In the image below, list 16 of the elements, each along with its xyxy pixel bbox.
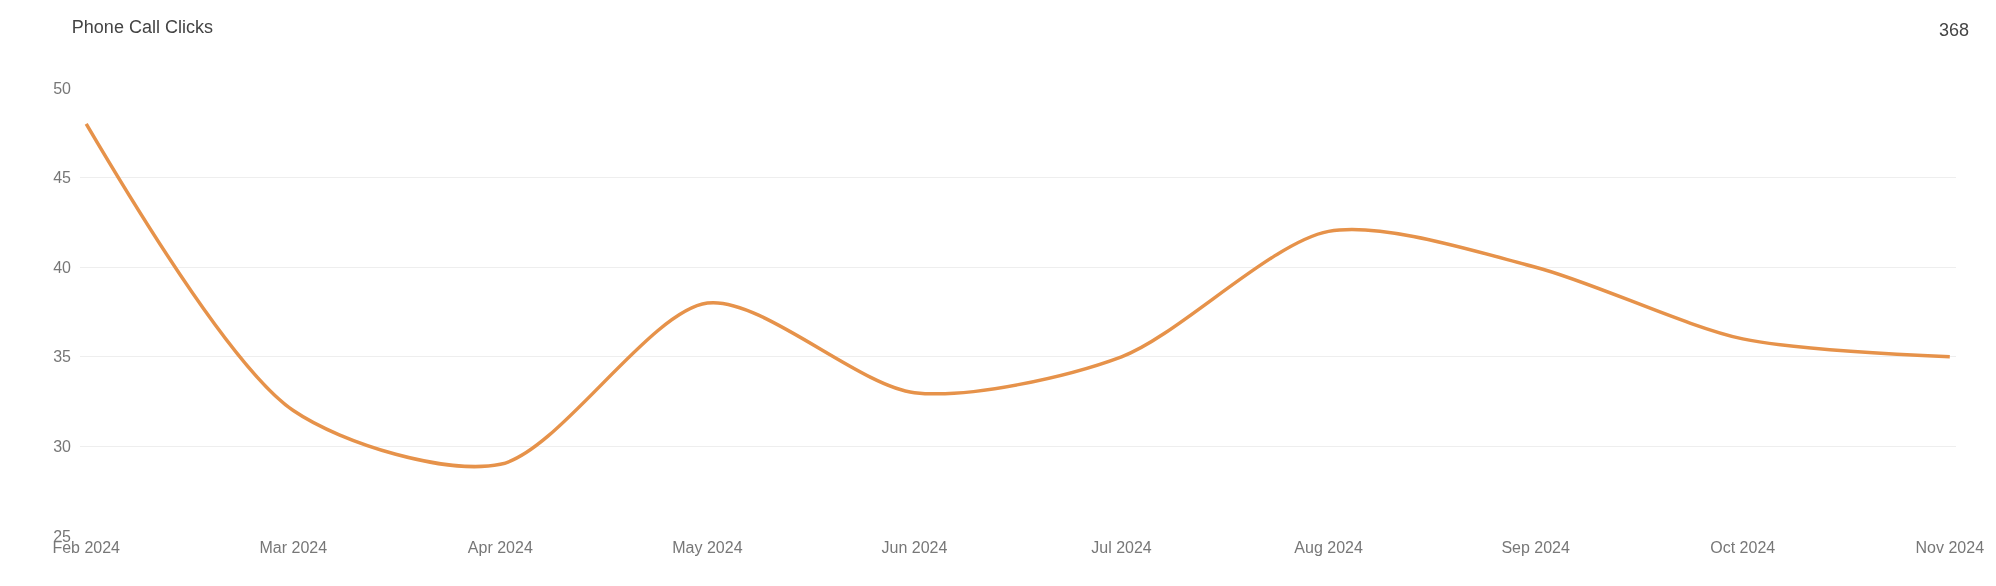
x-tick-label: Sep 2024 xyxy=(1501,539,1571,556)
y-tick-label: 35 xyxy=(53,348,72,366)
x-tick-label: Oct 2024 xyxy=(1710,539,1776,556)
x-tick-label: Jul 2024 xyxy=(1091,539,1152,556)
x-tick-label: Mar 2024 xyxy=(259,539,328,556)
x-tick-label: Aug 2024 xyxy=(1294,539,1363,556)
text: 368 xyxy=(1939,20,1970,40)
y-tick-label: 30 xyxy=(53,438,72,455)
x-tick-label: Nov 2024 xyxy=(1915,539,1985,556)
chart-title: Phone Call Clicks xyxy=(71,16,213,37)
x-tick-label: May 2024 xyxy=(672,539,743,556)
x-tick-label: Jun 2024 xyxy=(881,539,948,556)
x-tick-label: Apr 2024 xyxy=(467,539,533,556)
y-tick-label: 50 xyxy=(53,79,72,97)
y-tick-label: 45 xyxy=(53,169,72,187)
y-tick-label: 40 xyxy=(53,258,72,276)
